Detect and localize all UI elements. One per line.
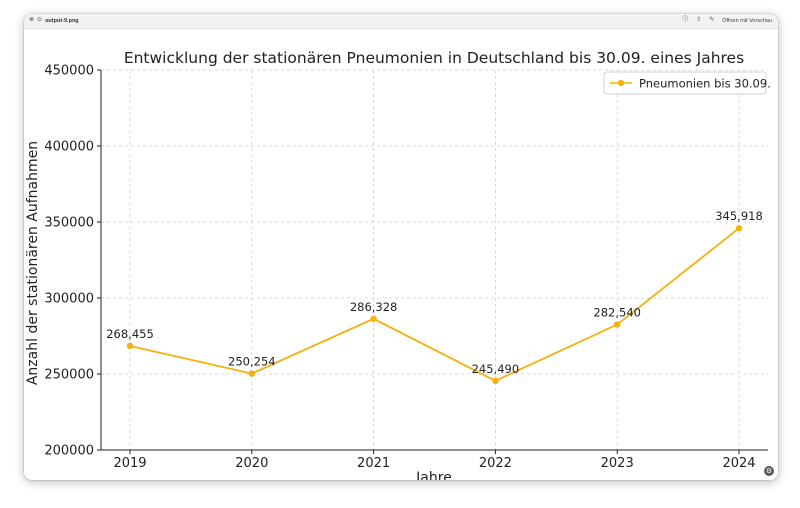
titlebar-left: ⊗ ⊙ output-9.png xyxy=(29,17,79,24)
y-ticks: 200000 250000 300000 350000 400000 450000 xyxy=(44,64,101,459)
x-tick-label: 2019 xyxy=(113,456,146,471)
data-label: 250,254 xyxy=(228,355,276,369)
legend-box xyxy=(603,71,767,95)
data-label: 282,540 xyxy=(593,306,641,320)
legend: Pneumonien bis 30.09. xyxy=(603,71,771,95)
image-viewer-window: ⊗ ⊙ output-9.png ⓘ ⇧ ✎ Öffnen mit Vorsch… xyxy=(24,14,778,480)
titlebar-right: ⓘ ⇧ ✎ Öffnen mit Vorschau xyxy=(682,17,772,24)
data-point xyxy=(492,377,499,385)
grid-lines xyxy=(101,69,768,450)
data-label: 268,455 xyxy=(106,327,154,341)
y-tick-label: 250000 xyxy=(44,368,94,383)
line-chart: Entwicklung der stationären Pneumonien i… xyxy=(25,49,771,480)
series-line xyxy=(129,227,740,382)
y-tick-label: 200000 xyxy=(44,444,94,459)
series-group: 268,455 250,254 286,328 245,490 282,540 345,9… xyxy=(106,209,763,385)
x-axis-label: Jahre xyxy=(415,470,452,480)
x-tick-label: 2020 xyxy=(235,456,268,471)
data-point xyxy=(614,321,621,328)
x-tick-label: 2024 xyxy=(722,456,755,471)
data-point xyxy=(735,225,743,232)
close-icon[interactable]: ⊗ xyxy=(29,17,35,23)
info-icon[interactable]: ⓘ xyxy=(682,17,689,23)
chart-area: Entwicklung der stationären Pneumonien i… xyxy=(24,28,778,480)
open-with-button[interactable]: Öffnen mit Vorschau xyxy=(722,17,772,24)
legend-marker xyxy=(617,79,625,87)
data-label: 245,490 xyxy=(472,362,520,376)
window-filename: output-9.png xyxy=(45,17,79,24)
x-tick-label: 2022 xyxy=(479,456,512,471)
share-icon[interactable]: ⇧ xyxy=(696,17,702,23)
legend-label: Pneumonien bis 30.09. xyxy=(639,77,771,91)
y-tick-label: 300000 xyxy=(44,292,94,307)
y-tick-label: 400000 xyxy=(44,140,94,155)
zoom-icon[interactable]: ⊙ xyxy=(37,17,43,23)
y-tick-label: 450000 xyxy=(44,64,94,79)
chart-title: Entwicklung der stationären Pneumonien i… xyxy=(124,49,744,67)
data-point xyxy=(370,315,377,322)
data-point xyxy=(126,342,134,350)
x-tick-label: 2023 xyxy=(601,456,634,471)
y-axis-label: Anzahl der stationären Aufnahmen xyxy=(25,141,41,385)
data-label: 345,918 xyxy=(715,209,763,223)
window-titlebar: ⊗ ⊙ output-9.png ⓘ ⇧ ✎ Öffnen mit Vorsch… xyxy=(24,14,778,29)
data-label: 286,328 xyxy=(350,300,398,314)
y-tick-label: 350000 xyxy=(44,216,94,231)
axes xyxy=(100,70,768,451)
markup-icon[interactable]: ✎ xyxy=(709,17,715,23)
data-point xyxy=(248,370,255,377)
settings-icon[interactable]: ⚙ xyxy=(764,466,774,476)
x-ticks: 2019 2020 2021 2022 2023 2024 xyxy=(113,450,756,471)
x-tick-label: 2021 xyxy=(357,456,390,471)
